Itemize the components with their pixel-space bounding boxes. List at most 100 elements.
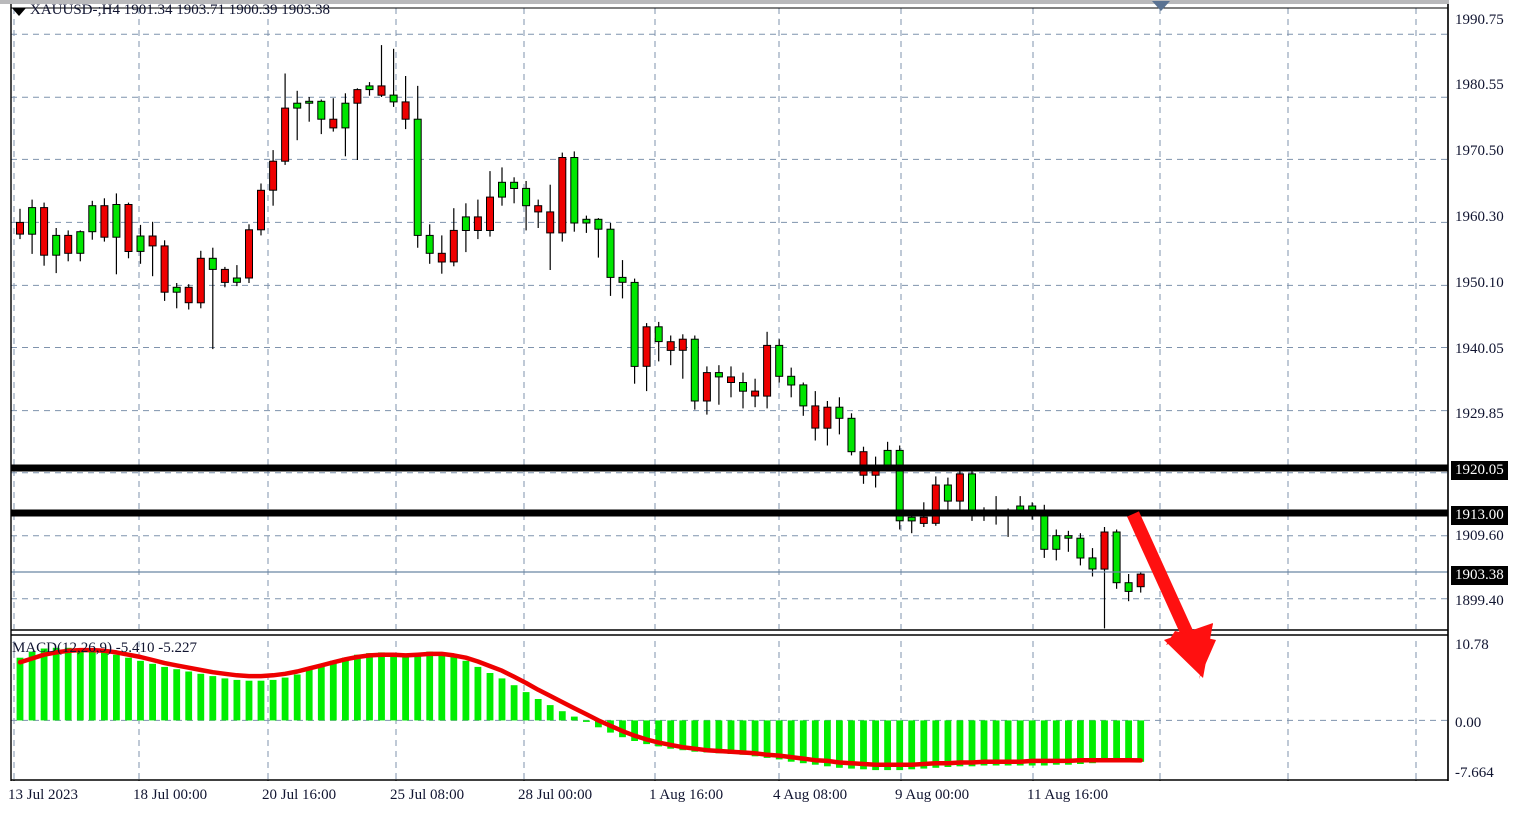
macd-histogram-bar [546,705,554,721]
macd-histogram-bar [811,720,819,765]
price-scale-label: 10.78 [1455,637,1489,653]
candle-body [100,205,109,238]
time-scale-label: 9 Aug 00:00 [895,787,970,803]
price-scale-label: 1920.05 [1451,461,1508,480]
macd-histogram-bar [1065,720,1072,765]
macd-histogram-bar [836,720,843,768]
candle-body [377,85,386,96]
candle-body [654,326,663,343]
candle-body [847,417,856,453]
price-scale-label: 1960.30 [1455,209,1504,225]
price-scale-label: 1950.10 [1455,275,1504,291]
macd-histogram-bar [884,720,891,771]
macd-histogram-bar [414,653,422,721]
macd-histogram-bar [751,720,759,757]
macd-histogram-bar [1016,720,1024,766]
macd-histogram-bar [486,673,494,721]
time-scale-axis[interactable]: 13 Jul 2023 18 Jul 00:00 20 Jul 16:00 25 Ju… [0,781,1526,813]
macd-histogram-bar [799,720,807,764]
macd-histogram-bar [739,720,747,755]
chart-title-ohlc: XAUUSD-;H4 1901.34 1903.71 1900.39 1903.… [30,2,330,18]
time-scale-label: 11 Aug 16:00 [1027,787,1109,803]
support-resistance-lines [11,464,1448,573]
macd-histogram-bar [16,657,24,721]
candle-body [1136,573,1145,588]
candle-body [570,157,579,224]
candle-body [714,372,723,378]
candle-body [763,344,772,397]
macd-histogram-bar [1040,720,1048,766]
macd-histogram-bar [848,720,855,769]
candle-body [510,181,519,190]
macd-histogram-bar [763,720,771,758]
macd-histogram-bar [1089,720,1096,764]
macd-indicator-label: MACD(12,26,9) -5.410 -5.227 [12,640,197,656]
candle-body [401,101,410,120]
candle-body [823,406,832,429]
macd-histogram-bar [534,699,542,721]
price-scale-label: 1940.05 [1455,341,1504,357]
candle-body [486,196,494,232]
candle-body [1124,582,1133,592]
candle-body [775,344,784,377]
candle-body [534,205,543,213]
candle-body [16,221,24,235]
candle-body [461,216,470,231]
macd-histogram-bar [462,660,470,721]
candle-body [232,277,241,283]
candle-body [558,157,567,234]
macd-histogram-bar [137,660,144,721]
price-scale-label: 1909.60 [1455,528,1504,544]
macd-histogram-bar [1004,720,1012,766]
macd-histogram-bar [932,720,940,768]
candle-body [799,384,808,407]
candle-body [907,516,916,522]
macd-histogram-bar [908,720,916,770]
macd-histogram-bar [1125,720,1132,762]
macd-histogram-bar [595,720,602,728]
macd-histogram-bar [64,647,72,721]
macd-histogram-bar [558,711,566,721]
macd-histogram-bar [787,720,795,762]
candle-body [1076,537,1085,559]
candle-body [1040,511,1049,550]
macd-histogram-bar [28,651,36,721]
price-scale-label: 0.00 [1455,715,1482,731]
macd-histogram-bar [209,676,217,721]
candle-body [148,235,157,247]
bearish-arrow-annotation [1127,511,1216,679]
arrow-head-fill [1164,623,1213,678]
macd-histogram-bar [1077,720,1084,764]
time-scale-label: 13 Jul 2023 [8,787,79,803]
candle-body [196,257,205,304]
candle-body [1088,557,1097,570]
price-scale-axis[interactable]: 1990.75 1980.55 1970.50 1960.30 1950.10 1940.… [1449,0,1526,781]
price-scale-label: 1970.50 [1455,143,1504,159]
macd-histogram-bar [655,720,663,747]
macd-histogram-bar [992,720,1000,766]
candle-body [425,234,434,254]
macd-histogram-bar [40,648,48,721]
candle-body [353,89,362,104]
window-top-border [0,0,1526,4]
macd-histogram-bar [643,720,650,745]
candle-body [1112,531,1121,584]
macd-histogram-bar [378,652,385,721]
macd-histogram-bar [968,720,976,767]
macd-histogram-bar [920,720,928,769]
macd-histogram-bar [667,720,675,749]
macd-histogram-bar [703,720,711,753]
macd-histogram-bar [402,657,409,721]
triangle-down-icon[interactable] [12,8,26,16]
candle-body [678,338,687,351]
candlestick-series [16,45,1145,629]
candle-body [88,205,97,233]
panel-frames [10,4,1449,786]
time-scale-label: 20 Jul 16:00 [262,787,337,803]
candle-body [666,341,675,351]
candle-body [124,204,133,252]
candle-body [594,218,603,230]
candle-body [40,207,49,256]
candle-body [341,102,350,129]
